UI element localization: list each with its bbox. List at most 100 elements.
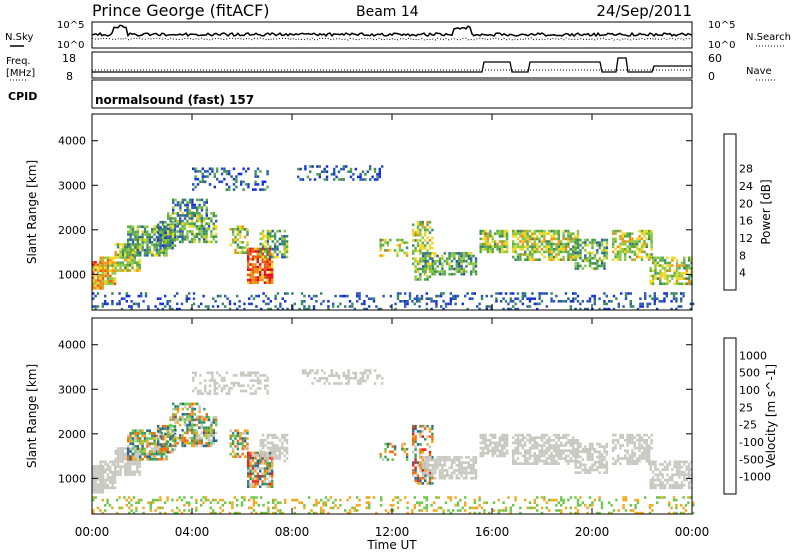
echo-cell bbox=[428, 267, 432, 271]
echo-cell bbox=[138, 462, 141, 466]
echo-cell bbox=[453, 456, 456, 459]
echo-cell bbox=[414, 246, 417, 250]
echo-cell bbox=[548, 444, 551, 447]
echo-cell bbox=[471, 506, 474, 510]
echo-cell bbox=[624, 255, 627, 259]
echo-cell bbox=[229, 452, 232, 456]
echo-cell bbox=[474, 259, 478, 263]
echo-cell bbox=[349, 175, 353, 179]
echo-cell bbox=[236, 233, 240, 236]
echo-cell bbox=[438, 469, 442, 472]
echo-cell bbox=[412, 432, 415, 436]
echo-cell bbox=[683, 483, 686, 487]
echo-cell bbox=[612, 258, 615, 261]
echo-cell bbox=[430, 504, 433, 507]
echo-cell bbox=[405, 455, 409, 459]
echo-cell bbox=[474, 476, 478, 480]
echo-cell bbox=[104, 264, 107, 267]
echo-cell bbox=[424, 463, 427, 467]
echo-cell bbox=[574, 241, 577, 244]
echo-cell bbox=[127, 445, 130, 448]
echo-cell bbox=[202, 501, 205, 504]
echo-cell bbox=[136, 261, 139, 264]
echo-cell bbox=[113, 277, 117, 280]
echo-cell bbox=[588, 442, 592, 446]
echo-cell bbox=[186, 418, 189, 421]
echo-cell bbox=[426, 443, 429, 446]
echo-cell bbox=[484, 232, 487, 235]
echo-cell bbox=[526, 457, 529, 460]
echo-cell bbox=[106, 264, 110, 267]
echo-cell bbox=[176, 302, 179, 306]
echo-cell bbox=[414, 259, 417, 263]
echo-cell bbox=[376, 374, 379, 377]
echo-cell bbox=[437, 496, 440, 499]
echo-cell bbox=[191, 444, 194, 448]
echo-cell bbox=[485, 294, 488, 298]
echo-cell bbox=[143, 439, 147, 443]
echo-cell bbox=[183, 436, 187, 440]
echo-cell bbox=[675, 264, 679, 267]
echo-cell bbox=[124, 455, 127, 458]
echo-cell bbox=[550, 253, 553, 256]
echo-cell bbox=[256, 467, 259, 470]
echo-cell bbox=[519, 232, 522, 235]
echo-cell bbox=[436, 463, 439, 467]
echo-cell bbox=[663, 261, 667, 265]
echo-cell bbox=[278, 229, 282, 233]
echo-cell bbox=[616, 439, 620, 442]
echo-cell bbox=[215, 416, 218, 419]
echo-cell bbox=[106, 274, 110, 278]
echo-cell bbox=[624, 253, 627, 256]
echo-cell bbox=[92, 281, 95, 285]
echo-cell bbox=[687, 274, 691, 278]
echo-cell bbox=[638, 459, 641, 463]
echo-cell bbox=[428, 226, 432, 229]
echo-cell bbox=[600, 463, 604, 467]
echo-cell bbox=[146, 241, 149, 244]
echo-cell bbox=[152, 498, 155, 502]
echo-cell bbox=[579, 264, 582, 268]
echo-cell bbox=[678, 274, 681, 278]
echo-cell bbox=[99, 277, 102, 280]
echo-cell bbox=[274, 294, 277, 298]
echo-cell bbox=[424, 265, 427, 268]
echo-cell bbox=[212, 238, 215, 241]
echo-cell bbox=[414, 458, 417, 462]
echo-cell bbox=[134, 235, 137, 239]
echo-cell bbox=[131, 447, 135, 451]
echo-cell bbox=[268, 252, 271, 256]
echo-cell bbox=[616, 245, 620, 248]
echo-cell bbox=[200, 418, 204, 421]
echo-cell bbox=[429, 469, 432, 472]
echo-cell bbox=[668, 478, 672, 482]
echo-cell bbox=[121, 253, 125, 257]
echo-cell bbox=[266, 172, 269, 176]
echo-cell bbox=[111, 277, 114, 280]
echo-cell bbox=[101, 491, 104, 494]
echo-cell bbox=[99, 287, 102, 290]
echo-cell bbox=[163, 248, 166, 252]
echo-cell bbox=[486, 250, 490, 254]
echo-cell bbox=[92, 511, 95, 515]
echo-cell bbox=[238, 300, 241, 303]
echo-cell bbox=[136, 228, 139, 231]
echo-cell bbox=[524, 459, 527, 463]
echo-cell bbox=[256, 250, 259, 253]
echo-cell bbox=[465, 471, 468, 475]
echo-cell bbox=[643, 240, 646, 243]
echo-cell bbox=[252, 384, 255, 388]
echo-cell bbox=[137, 501, 140, 504]
echo-cell bbox=[421, 476, 424, 480]
echo-cell bbox=[453, 272, 456, 276]
echo-cell bbox=[276, 253, 279, 256]
echo-cell bbox=[512, 232, 515, 235]
echo-cell bbox=[528, 457, 532, 460]
echo-cell bbox=[169, 227, 172, 231]
echo-cell bbox=[101, 261, 105, 265]
echo-cell bbox=[171, 450, 174, 454]
echo-cell bbox=[136, 470, 139, 474]
echo-cell bbox=[279, 302, 282, 306]
echo-cell bbox=[161, 435, 165, 438]
echo-cell bbox=[671, 259, 674, 262]
